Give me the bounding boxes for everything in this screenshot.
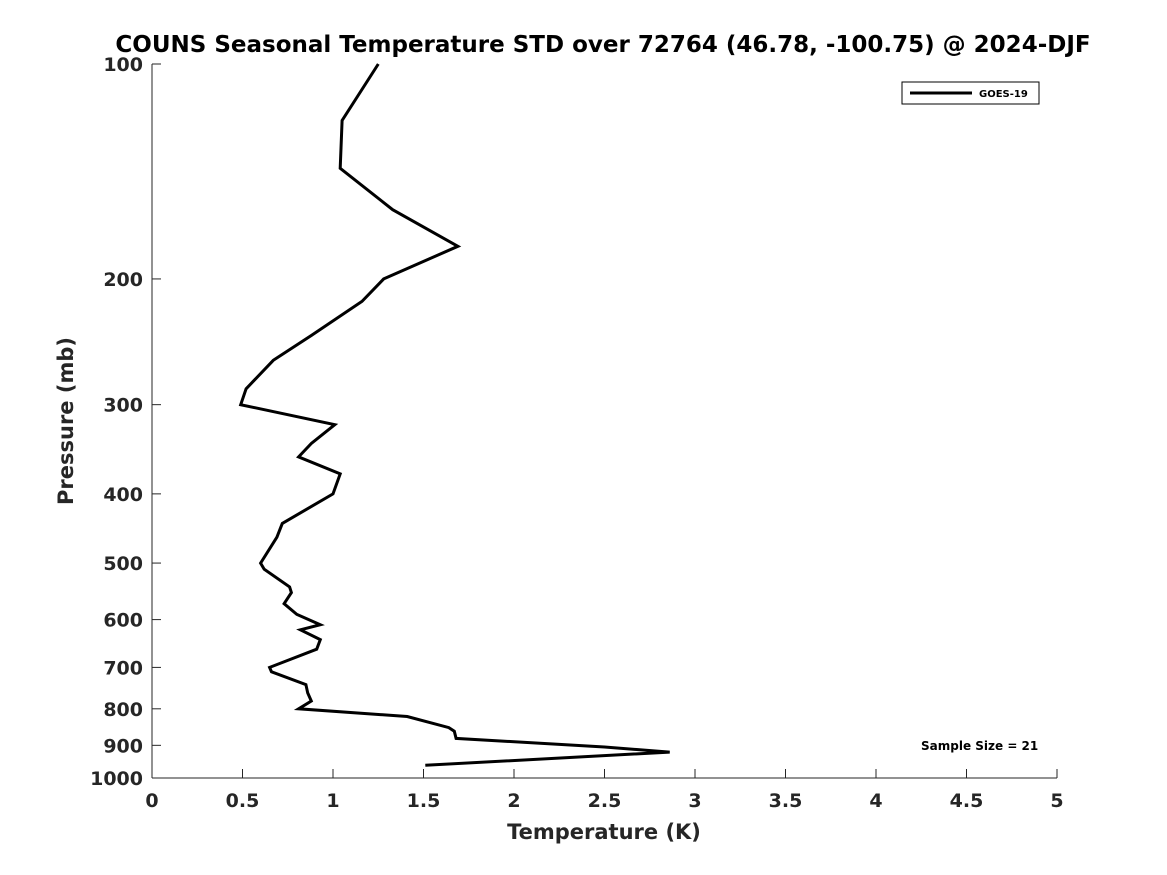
x-ticks: 0 0.5 1 1.5 2 2.5 3 3.5 4 4.5 5 xyxy=(145,769,1064,812)
y-tick-label: 600 xyxy=(103,610,143,632)
y-tick-label: 300 xyxy=(103,395,143,417)
y-axis-label: Pressure (mb) xyxy=(54,337,78,505)
x-tick-label: 0 xyxy=(145,790,158,812)
y-tick-label: 200 xyxy=(103,269,143,291)
y-tick-label: 800 xyxy=(103,699,143,721)
x-tick-label: 5 xyxy=(1050,790,1063,812)
x-tick-label: 4.5 xyxy=(950,790,984,812)
x-axis-label: Temperature (K) xyxy=(507,820,701,844)
x-tick-label: 2.5 xyxy=(588,790,622,812)
y-tick-label: 1000 xyxy=(90,768,143,790)
chart-title: COUNS Seasonal Temperature STD over 7276… xyxy=(115,32,1090,58)
x-tick-label: 1.5 xyxy=(407,790,441,812)
x-tick-label: 0.5 xyxy=(226,790,260,812)
legend: GOES-19 xyxy=(901,81,1040,105)
y-ticks: 100 200 300 400 500 600 700 800 900 1000 xyxy=(90,54,161,790)
series-layer xyxy=(238,63,670,767)
x-tick-label: 4 xyxy=(869,790,882,812)
y-tick-label: 100 xyxy=(103,54,143,76)
series-line-goes-19 xyxy=(238,63,670,767)
x-tick-label: 2 xyxy=(507,790,520,812)
y-tick-label: 500 xyxy=(103,553,143,575)
x-tick-label: 1 xyxy=(326,790,339,812)
legend-label-goes-19: GOES-19 xyxy=(979,89,1028,100)
y-tick-label: 400 xyxy=(103,484,143,506)
x-tick-label: 3.5 xyxy=(769,790,803,812)
y-tick-label: 900 xyxy=(103,735,143,757)
y-tick-label: 700 xyxy=(103,657,143,679)
sample-size-annotation: Sample Size = 21 xyxy=(921,739,1038,753)
x-tick-label: 3 xyxy=(688,790,701,812)
